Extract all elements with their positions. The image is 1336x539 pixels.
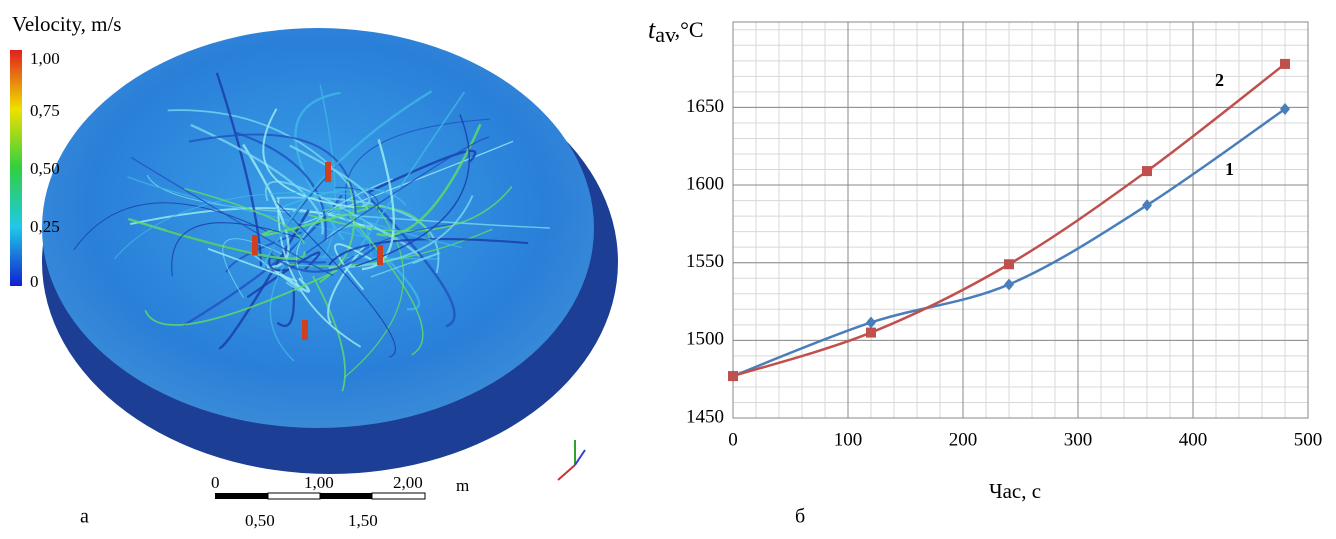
x-tick-label: 0 [728, 429, 738, 450]
marker [1004, 259, 1014, 269]
colorbar-label: 0,75 [30, 101, 60, 120]
axis-triad [558, 440, 585, 480]
marker [1004, 278, 1014, 290]
page: {"panel_a": {"label": "а", "logo": "ANSY… [0, 0, 1336, 534]
x-tick-label: 200 [949, 429, 978, 450]
colorbar-label: 0 [30, 272, 39, 291]
disk-surface [42, 28, 594, 428]
y-tick-label: 1500 [686, 329, 724, 350]
panel-a: Velocity, m/s ANSYS а 1,00 0,75 0,50 0,25 0 0… [8, 3, 618, 530]
series-label: 1 [1225, 159, 1234, 179]
y-tick-label: 1550 [686, 251, 724, 272]
scale-label: 0 [211, 473, 220, 492]
y-axis-label-part: av [655, 22, 676, 47]
colorbar-label: 1,00 [30, 49, 60, 68]
marker [1280, 103, 1290, 115]
panel-label: б [795, 506, 805, 528]
series-label: 2 [1215, 70, 1224, 90]
scale-label: 1,00 [304, 473, 334, 492]
x-axis-label: Час, с [989, 479, 1041, 503]
marker [1142, 166, 1152, 176]
y-tick-label: 1450 [686, 406, 724, 427]
marker [866, 316, 876, 328]
y-axis-label-part: ,°C [675, 17, 704, 42]
scale-label: 0,50 [245, 511, 275, 530]
y-axis-label: tav,°C [648, 15, 704, 47]
x-tick-label: 400 [1179, 429, 1208, 450]
nozzle [302, 320, 308, 340]
scale-bar [372, 493, 425, 499]
figure: Velocity, m/s ANSYS а 1,000,750,500,2500… [0, 0, 1336, 534]
nozzle [325, 162, 331, 182]
marker [866, 328, 876, 338]
scale-bar [268, 493, 320, 499]
x-tick-label: 300 [1064, 429, 1093, 450]
x-tick-label: 100 [834, 429, 863, 450]
scale-bar [215, 493, 268, 499]
scale-label: 1,50 [348, 511, 378, 530]
scale-label: m [456, 476, 469, 495]
legend-title: Velocity, m/s [12, 12, 121, 36]
marker [728, 371, 738, 381]
colorbar [10, 50, 22, 286]
scale-bar [320, 493, 372, 499]
logo: ANSYS [566, 3, 609, 18]
y-tick-label: 1650 [686, 96, 724, 117]
marker [1280, 59, 1290, 69]
x-tick-label: 500 [1294, 429, 1323, 450]
nozzle [252, 235, 258, 255]
panel-b: 0 100 200 300 400 500 1450 1500 1550 1600 1650 tav,… [648, 15, 1322, 528]
colorbar-label: 0,50 [30, 159, 60, 178]
colorbar-label: 0,25 [30, 217, 60, 236]
panel-label: а [80, 506, 89, 528]
scale-label: 2,00 [393, 473, 423, 492]
nozzle [377, 245, 383, 265]
y-tick-label: 1600 [686, 173, 724, 194]
